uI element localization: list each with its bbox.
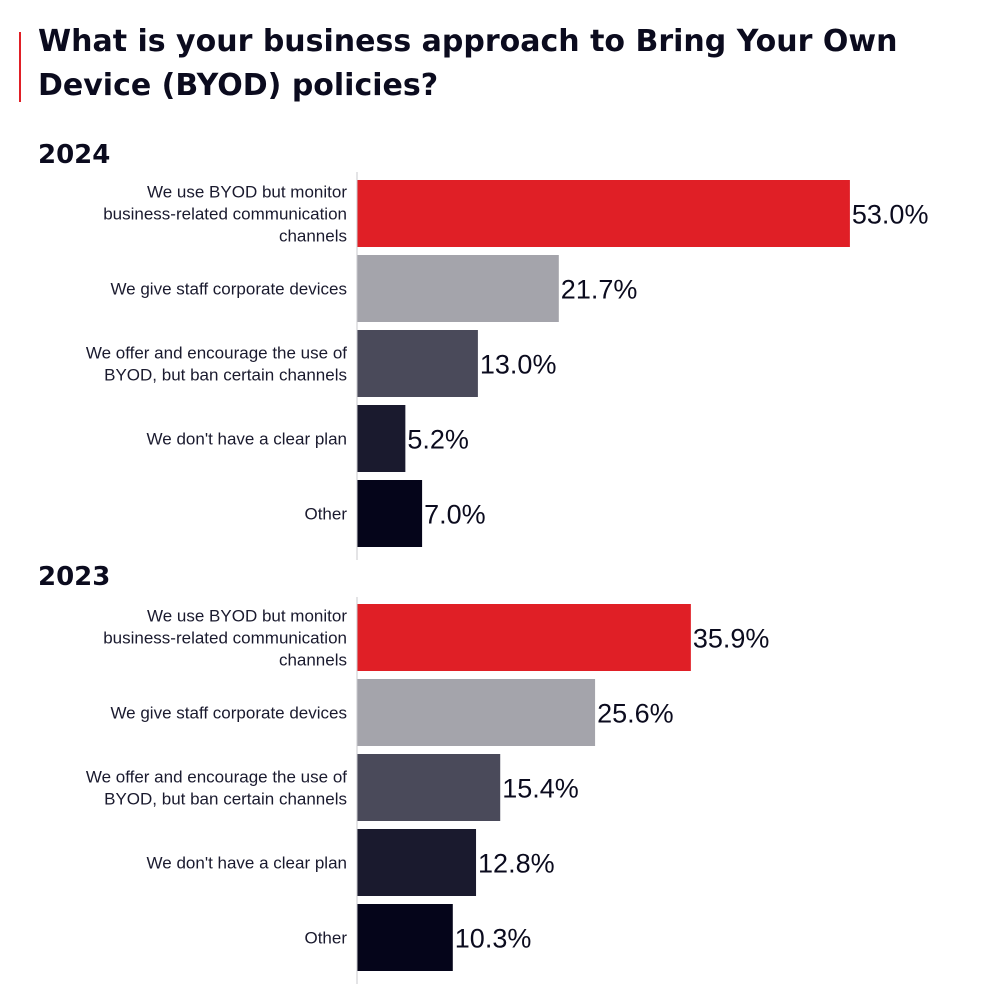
bar-2024-5 [357,480,423,547]
category-label-line: Other [304,505,347,524]
category-label-line: We give staff corporate devices [110,280,347,299]
category-label-2024-3: We offer and encourage the use of BYOD, b… [86,344,347,385]
category-label-2024-4: We don't have a clear plan [147,430,347,449]
category-label-2023-4: We don't have a clear plan [147,854,347,873]
bar-2024-1 [357,180,850,247]
category-label-line: We use BYOD but monitor [147,183,347,202]
value-label-2023-5: 10.3% [455,924,532,954]
bar-2023-1 [357,604,691,671]
category-label-2024-1: We use BYOD but monitor business-related … [103,183,347,246]
category-label-line: business-related communication [103,629,347,648]
category-label-line: We use BYOD but monitor [147,607,347,626]
bar-2023-3 [357,754,501,821]
value-label-2024-5: 7.0% [424,500,486,530]
category-label-line: We offer and encourage the use of [86,344,347,363]
category-label-line: BYOD, but ban certain channels [104,366,347,385]
bar-2023-5 [357,904,453,971]
panel-title-2023: 2023 [38,562,110,592]
bar-2023-4 [357,829,477,896]
category-label-2023-3: We offer and encourage the use of BYOD, b… [86,768,347,809]
value-label-2023-4: 12.8% [478,849,555,879]
category-label-line: We don't have a clear plan [147,854,347,873]
category-label-line: channels [279,227,347,246]
title-accent-bar [19,32,21,102]
bar-2023-2 [357,679,596,746]
category-label-line: We give staff corporate devices [110,704,347,723]
bar-2024-3 [357,330,478,397]
category-label-line: We don't have a clear plan [147,430,347,449]
category-label-2024-2: We give staff corporate devices [110,280,347,299]
category-label-line: business-related communication [103,205,347,224]
value-label-2024-1: 53.0% [852,200,929,230]
value-label-2023-3: 15.4% [502,774,579,804]
category-label-line: We offer and encourage the use of [86,768,347,787]
bar-2024-4 [357,405,406,472]
category-label-2023-1: We use BYOD but monitor business-related … [103,607,347,670]
value-label-2024-4: 5.2% [407,425,469,455]
panel-title-2024: 2024 [38,140,110,170]
category-label-2023-5: Other [304,929,347,948]
category-label-2023-2: We give staff corporate devices [110,704,347,723]
value-label-2023-1: 35.9% [693,624,770,654]
category-label-line: Other [304,929,347,948]
chart-title: What is your business approach to Bring … [38,24,898,103]
category-label-line: channels [279,651,347,670]
value-label-2024-2: 21.7% [561,275,638,305]
category-label-line: BYOD, but ban certain channels [104,790,347,809]
category-label-2024-5: Other [304,505,347,524]
value-label-2024-3: 13.0% [480,350,557,380]
bar-2024-2 [357,255,559,322]
value-label-2023-2: 25.6% [597,699,674,729]
